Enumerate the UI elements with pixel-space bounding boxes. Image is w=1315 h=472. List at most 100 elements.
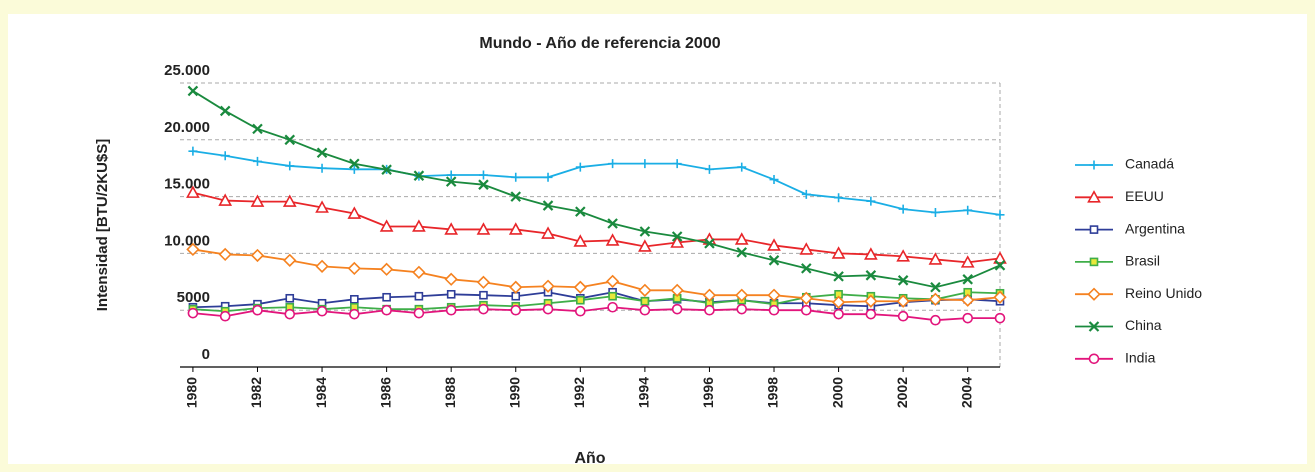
marker bbox=[446, 170, 456, 180]
marker bbox=[799, 242, 814, 255]
marker bbox=[349, 164, 359, 174]
marker bbox=[250, 194, 265, 207]
marker bbox=[576, 295, 585, 305]
marker bbox=[349, 158, 360, 170]
legend-marker bbox=[1089, 160, 1099, 170]
marker bbox=[767, 238, 781, 251]
marker bbox=[831, 295, 846, 309]
marker bbox=[896, 294, 910, 308]
marker bbox=[381, 304, 392, 316]
marker bbox=[542, 303, 554, 315]
marker bbox=[639, 304, 651, 316]
marker bbox=[509, 280, 523, 294]
marker bbox=[575, 305, 586, 317]
marker bbox=[896, 249, 911, 262]
marker bbox=[800, 304, 812, 316]
marker bbox=[607, 218, 618, 229]
marker bbox=[479, 290, 488, 300]
x-tick-label: 1984 bbox=[313, 377, 329, 408]
legend-marker bbox=[1087, 287, 1101, 301]
legend-label: Canadá bbox=[1125, 156, 1174, 172]
x-tick-label: 1980 bbox=[184, 377, 200, 408]
marker bbox=[898, 204, 908, 214]
marker bbox=[285, 161, 295, 171]
marker bbox=[347, 261, 361, 276]
marker bbox=[575, 206, 586, 217]
y-tick-label: 20.000 bbox=[164, 119, 210, 136]
marker bbox=[608, 291, 617, 301]
marker bbox=[930, 208, 940, 218]
marker bbox=[510, 191, 522, 202]
x-tick-label: 1992 bbox=[571, 377, 587, 408]
marker bbox=[640, 296, 650, 306]
marker bbox=[671, 231, 683, 242]
x-tick-label: 1994 bbox=[636, 377, 652, 408]
marker bbox=[252, 156, 262, 166]
marker bbox=[508, 222, 523, 235]
marker bbox=[284, 134, 296, 146]
marker bbox=[218, 247, 232, 262]
x-tick-label: 1986 bbox=[377, 377, 393, 408]
marker bbox=[833, 308, 844, 320]
marker bbox=[476, 222, 491, 235]
series-line bbox=[192, 306, 1000, 322]
marker bbox=[995, 210, 1005, 220]
marker bbox=[478, 303, 489, 315]
marker bbox=[865, 308, 877, 320]
y-tick-label: 15.000 bbox=[164, 176, 210, 193]
marker bbox=[833, 271, 844, 282]
marker bbox=[412, 265, 426, 280]
marker bbox=[382, 292, 391, 302]
marker bbox=[188, 146, 198, 156]
marker bbox=[316, 147, 328, 159]
marker bbox=[994, 260, 1006, 271]
marker bbox=[605, 233, 620, 246]
marker bbox=[543, 172, 553, 182]
series-line bbox=[192, 291, 1001, 309]
marker bbox=[379, 219, 394, 232]
marker bbox=[220, 151, 230, 161]
legend-label: EEUU bbox=[1125, 188, 1164, 204]
marker bbox=[831, 246, 846, 259]
marker bbox=[605, 274, 620, 288]
marker bbox=[960, 255, 975, 268]
panel bbox=[8, 14, 1307, 464]
marker bbox=[445, 304, 457, 316]
marker bbox=[897, 275, 909, 286]
marker bbox=[541, 226, 555, 239]
marker bbox=[640, 159, 650, 169]
legend-marker bbox=[1089, 225, 1099, 234]
marker bbox=[573, 280, 587, 294]
marker bbox=[639, 226, 651, 237]
marker bbox=[834, 193, 844, 203]
legend-marker bbox=[1089, 257, 1099, 267]
marker bbox=[413, 307, 425, 319]
legend-label: China bbox=[1125, 317, 1162, 333]
marker bbox=[444, 222, 459, 235]
series-line bbox=[192, 150, 1001, 216]
marker bbox=[993, 290, 1007, 304]
marker bbox=[219, 105, 231, 117]
x-tick-label: 2004 bbox=[958, 377, 974, 408]
marker bbox=[349, 308, 360, 320]
y-tick-label: 10.000 bbox=[164, 232, 210, 249]
marker bbox=[993, 251, 1007, 264]
x-tick-label: 1990 bbox=[506, 377, 522, 408]
legend-marker bbox=[1087, 190, 1101, 203]
marker bbox=[963, 205, 973, 215]
marker bbox=[186, 185, 200, 198]
marker bbox=[541, 279, 555, 293]
x-tick-label: 1998 bbox=[765, 377, 781, 408]
marker bbox=[671, 303, 683, 315]
marker bbox=[704, 164, 714, 174]
marker bbox=[412, 219, 426, 232]
marker bbox=[769, 175, 779, 185]
series-line bbox=[192, 90, 1001, 289]
marker bbox=[284, 308, 296, 320]
marker bbox=[511, 172, 521, 182]
marker bbox=[187, 85, 199, 97]
marker bbox=[864, 294, 878, 308]
marker bbox=[186, 242, 200, 257]
marker bbox=[282, 194, 297, 207]
marker bbox=[866, 196, 876, 206]
